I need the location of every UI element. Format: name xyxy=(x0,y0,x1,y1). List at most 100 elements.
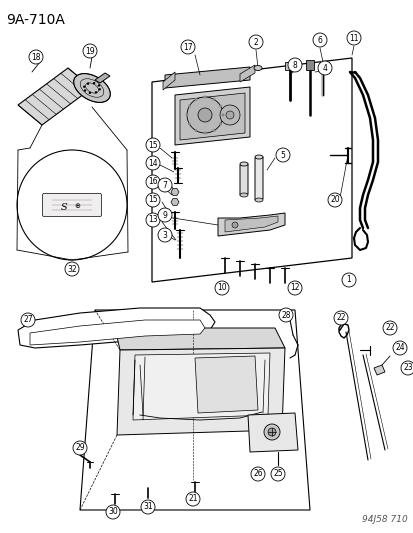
Circle shape xyxy=(21,313,35,327)
Text: 22: 22 xyxy=(335,313,345,322)
Text: 15: 15 xyxy=(148,196,157,205)
Circle shape xyxy=(146,213,159,227)
Polygon shape xyxy=(171,189,178,196)
Circle shape xyxy=(382,321,396,335)
Circle shape xyxy=(346,31,360,45)
Circle shape xyxy=(278,308,292,322)
Polygon shape xyxy=(165,67,249,88)
Text: 6: 6 xyxy=(317,36,322,44)
Circle shape xyxy=(73,441,87,455)
Polygon shape xyxy=(133,353,269,420)
Text: 24: 24 xyxy=(394,343,404,352)
Ellipse shape xyxy=(254,66,261,70)
Polygon shape xyxy=(117,348,284,435)
Text: 9A-710A: 9A-710A xyxy=(6,13,65,27)
Polygon shape xyxy=(254,157,262,200)
Circle shape xyxy=(231,222,237,228)
Text: 23: 23 xyxy=(402,364,412,373)
Circle shape xyxy=(275,148,289,162)
Text: 11: 11 xyxy=(349,34,358,43)
Polygon shape xyxy=(240,164,247,195)
Text: 31: 31 xyxy=(143,503,152,512)
Ellipse shape xyxy=(74,74,110,102)
Circle shape xyxy=(400,361,413,375)
Circle shape xyxy=(333,311,347,325)
Text: 7: 7 xyxy=(162,181,167,190)
Circle shape xyxy=(84,90,86,92)
Circle shape xyxy=(93,82,95,84)
Text: 13: 13 xyxy=(148,215,157,224)
Text: 17: 17 xyxy=(183,43,192,52)
Circle shape xyxy=(17,150,127,260)
Polygon shape xyxy=(95,73,110,83)
Circle shape xyxy=(219,105,240,125)
Circle shape xyxy=(218,123,221,125)
Circle shape xyxy=(158,208,171,222)
Circle shape xyxy=(212,129,215,132)
Text: 28: 28 xyxy=(280,311,290,319)
Text: 9: 9 xyxy=(162,211,167,220)
Circle shape xyxy=(146,193,159,207)
Polygon shape xyxy=(247,413,297,452)
Circle shape xyxy=(212,98,215,101)
Ellipse shape xyxy=(254,155,262,159)
Text: 8: 8 xyxy=(292,61,297,69)
Circle shape xyxy=(98,88,101,91)
Text: 2: 2 xyxy=(253,37,258,46)
Circle shape xyxy=(203,95,206,99)
Circle shape xyxy=(146,138,159,152)
Text: 14: 14 xyxy=(148,158,157,167)
Polygon shape xyxy=(152,58,351,282)
Circle shape xyxy=(327,193,341,207)
Circle shape xyxy=(287,281,301,295)
Circle shape xyxy=(317,61,331,75)
Circle shape xyxy=(185,492,199,506)
Circle shape xyxy=(97,84,100,87)
Circle shape xyxy=(188,123,190,125)
Circle shape xyxy=(250,467,264,481)
Text: 12: 12 xyxy=(290,284,299,293)
Circle shape xyxy=(214,281,228,295)
Polygon shape xyxy=(218,213,284,236)
Circle shape xyxy=(158,228,171,242)
Text: 5: 5 xyxy=(280,150,285,159)
Ellipse shape xyxy=(254,198,262,202)
Circle shape xyxy=(341,273,355,287)
Circle shape xyxy=(248,35,262,49)
Polygon shape xyxy=(30,320,204,345)
Circle shape xyxy=(221,114,224,117)
Polygon shape xyxy=(180,93,244,140)
Circle shape xyxy=(29,50,43,64)
Text: 20: 20 xyxy=(330,196,339,205)
Polygon shape xyxy=(195,356,257,413)
Circle shape xyxy=(187,97,223,133)
Circle shape xyxy=(83,44,97,58)
Circle shape xyxy=(392,341,406,355)
Circle shape xyxy=(185,114,188,117)
Circle shape xyxy=(65,262,79,276)
Text: 32: 32 xyxy=(67,264,77,273)
Ellipse shape xyxy=(240,193,247,197)
Text: S: S xyxy=(61,203,67,212)
Circle shape xyxy=(203,132,206,134)
Circle shape xyxy=(312,33,326,47)
Circle shape xyxy=(146,156,159,170)
Circle shape xyxy=(180,40,195,54)
Text: 25: 25 xyxy=(273,470,282,479)
Circle shape xyxy=(287,58,301,72)
Text: 19: 19 xyxy=(85,46,95,55)
Circle shape xyxy=(141,500,154,514)
Text: 27: 27 xyxy=(23,316,33,325)
Polygon shape xyxy=(115,328,284,350)
Text: 16: 16 xyxy=(148,177,157,187)
Circle shape xyxy=(146,175,159,189)
Polygon shape xyxy=(80,310,309,510)
Circle shape xyxy=(267,428,275,436)
Circle shape xyxy=(88,92,91,94)
Circle shape xyxy=(188,104,190,108)
Text: 15: 15 xyxy=(148,141,157,149)
Text: 21: 21 xyxy=(188,495,197,504)
Circle shape xyxy=(194,98,197,101)
Ellipse shape xyxy=(240,162,247,166)
Circle shape xyxy=(197,108,211,122)
